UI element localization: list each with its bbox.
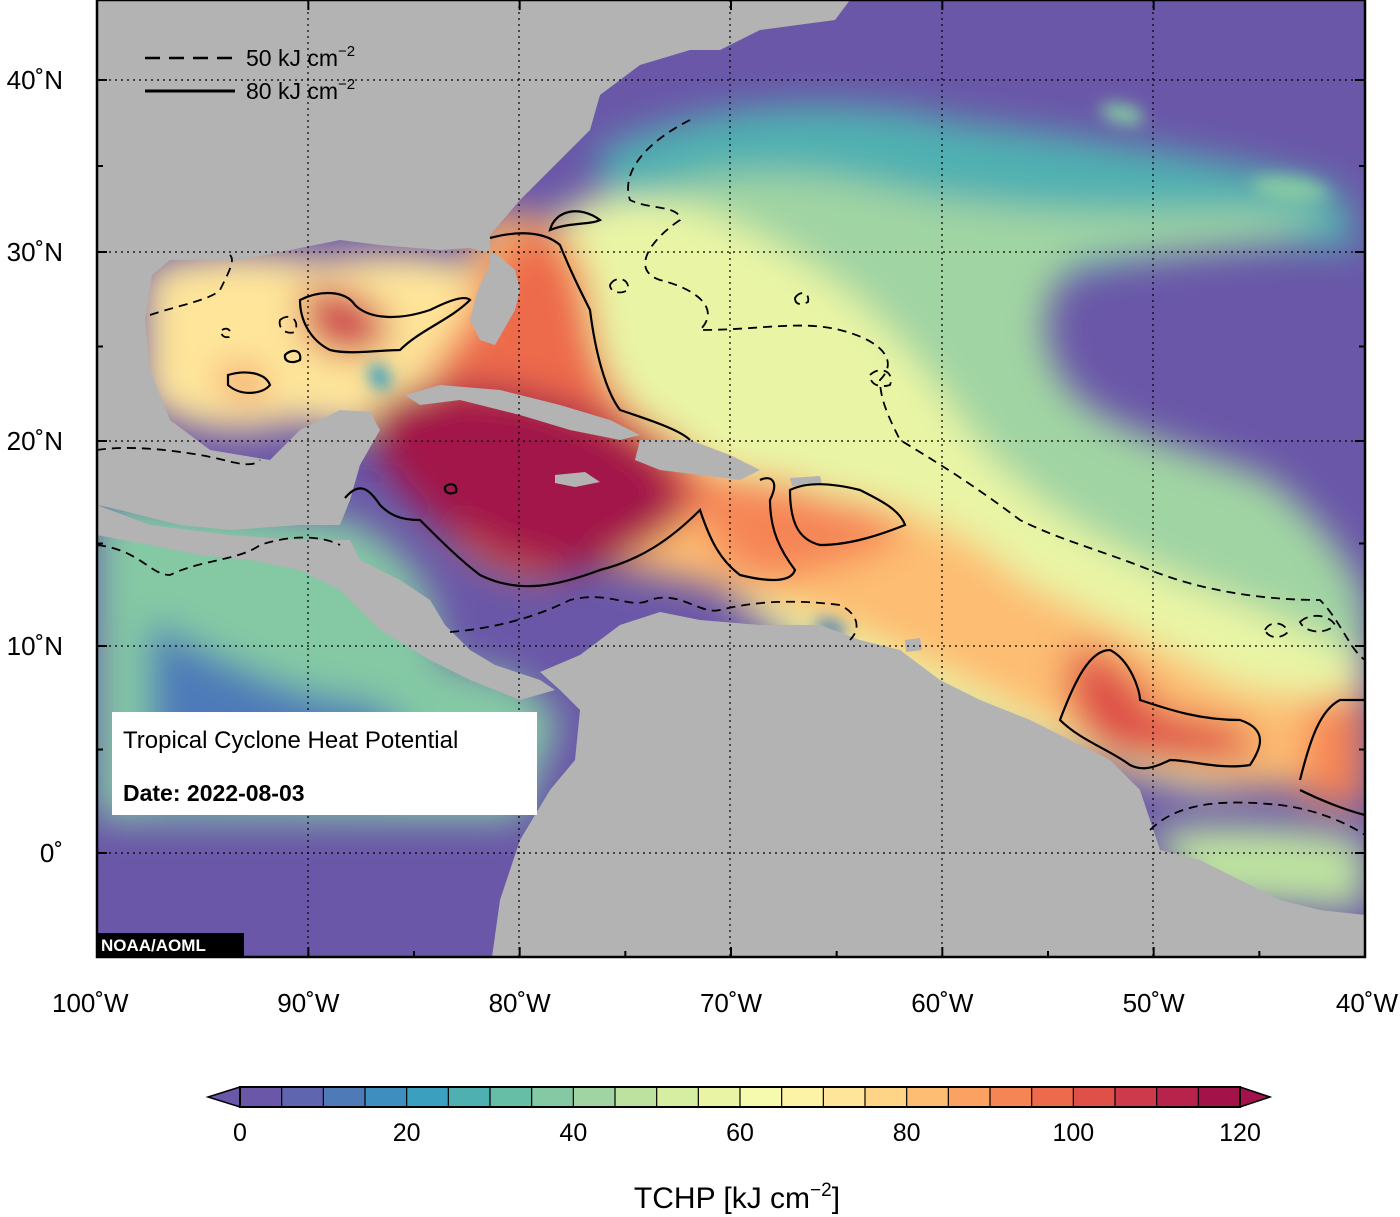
colorbar-cell — [240, 1087, 283, 1107]
colorbar-cell — [656, 1087, 699, 1107]
north-america-land — [97, 0, 850, 530]
lon-label: 100˚W — [52, 988, 129, 1018]
lat-label: 20˚N — [7, 426, 63, 456]
colorbar-ticks: 0 20 40 60 80 100 120 — [233, 1087, 1261, 1147]
lon-label: 60˚W — [911, 988, 974, 1018]
yucatan-land — [300, 410, 370, 490]
colorbar-cell — [906, 1087, 949, 1107]
colorbar-tick-label: 60 — [726, 1119, 754, 1147]
colorbar-cell — [948, 1087, 991, 1107]
colorbar-cell — [1198, 1087, 1241, 1107]
info-box: Tropical Cyclone Heat Potential Date: 20… — [112, 712, 537, 815]
lat-label: 40˚N — [7, 65, 63, 95]
map-panel: 50 kJ cm−2 80 kJ cm−2 Tropical Cyclone H… — [97, 0, 1365, 957]
colorbar: 0 20 40 60 80 100 120 TCHP [kJ cm−2] — [205, 1085, 1273, 1215]
tchp-field — [97, 0, 1365, 957]
trinidad-land — [905, 638, 922, 652]
contour-50 — [97, 119, 1365, 836]
colorbar-cell — [698, 1087, 741, 1107]
lon-label: 80˚W — [489, 988, 552, 1018]
lat-label: 30˚N — [7, 237, 63, 267]
colorbar-min-arrow — [205, 1085, 241, 1109]
colorbar-cell — [865, 1087, 908, 1107]
axis-labels: 40˚N 30˚N 20˚N 10˚N 0˚ 100˚W 90˚W 80˚W 70˚W 60˚W 5… — [7, 65, 1399, 1018]
central-america-land — [97, 505, 555, 700]
cuba-land — [405, 385, 640, 440]
colorbar-tick-label: 80 — [893, 1119, 921, 1147]
colorbar-cell — [781, 1087, 824, 1107]
credit-text: NOAA/AOML — [101, 936, 206, 955]
colorbar-tick-label: 40 — [559, 1119, 587, 1147]
contour-80 — [226, 210, 1365, 817]
credit-badge: NOAA/AOML — [97, 933, 244, 957]
colorbar-cell — [281, 1087, 324, 1107]
legend-solid-label: 80 kJ cm−2 — [246, 76, 355, 104]
colorbar-cell — [531, 1087, 574, 1107]
colorbar-cell — [365, 1087, 408, 1107]
colorbar-cell — [823, 1087, 866, 1107]
land-masses — [97, 0, 1365, 957]
colorbar-cell — [406, 1087, 449, 1107]
legend-dashed-label: 50 kJ cm−2 — [246, 43, 355, 71]
colorbar-tick-label: 0 — [233, 1119, 247, 1147]
lon-label: 90˚W — [277, 988, 340, 1018]
colorbar-cell — [490, 1087, 533, 1107]
colorbar-cell — [1156, 1087, 1199, 1107]
colorbar-tick-label: 20 — [393, 1119, 421, 1147]
colorbar-cell — [573, 1087, 616, 1107]
graticule — [97, 0, 1365, 957]
info-date: Date: 2022-08-03 — [123, 780, 305, 806]
axis-ticks — [96, 0, 1366, 957]
info-title: Tropical Cyclone Heat Potential — [123, 727, 458, 754]
contour-legend: 50 kJ cm−2 80 kJ cm−2 — [145, 43, 355, 104]
colorbar-max-arrow — [1239, 1085, 1273, 1109]
colorbar-cell — [615, 1087, 658, 1107]
lon-label: 40˚W — [1336, 988, 1399, 1018]
hispaniola-land — [635, 440, 760, 480]
colorbar-cell — [990, 1087, 1033, 1107]
south-america-land — [492, 612, 1365, 957]
lon-label: 50˚W — [1123, 988, 1186, 1018]
colorbar-cells — [240, 1087, 1241, 1107]
colorbar-tick-label: 120 — [1219, 1119, 1261, 1147]
colorbar-cell — [1115, 1087, 1158, 1107]
colorbar-cell — [323, 1087, 366, 1107]
lat-label: 0˚ — [40, 838, 63, 868]
colorbar-cell — [1073, 1087, 1116, 1107]
jamaica-land — [555, 472, 600, 487]
colorbar-title: TCHP [kJ cm−2] — [634, 1180, 840, 1215]
colorbar-tick-label: 100 — [1052, 1119, 1094, 1147]
colorbar-cell — [740, 1087, 783, 1107]
lat-label: 10˚N — [7, 631, 63, 661]
colorbar-cell — [448, 1087, 491, 1107]
colorbar-cell — [1031, 1087, 1074, 1107]
lon-label: 70˚W — [700, 988, 763, 1018]
